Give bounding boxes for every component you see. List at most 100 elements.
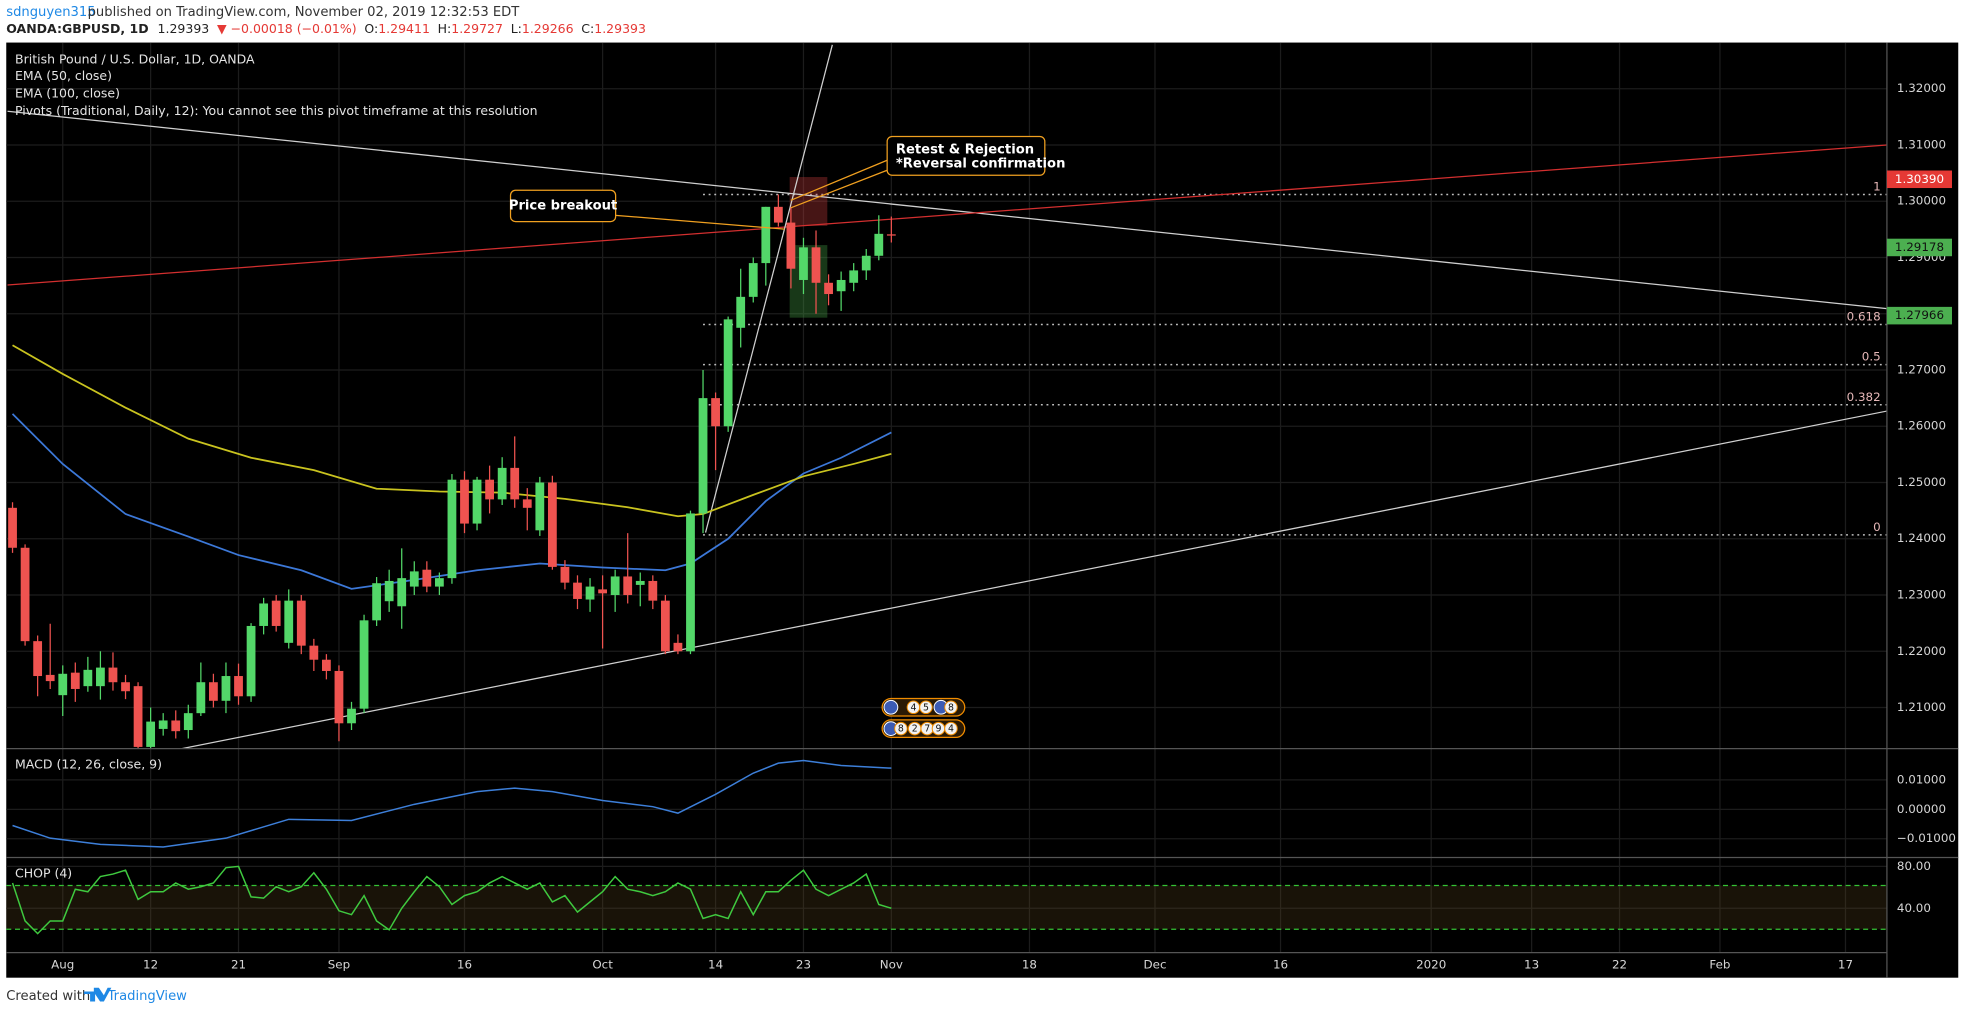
fib-label: 0.618 (1847, 309, 1881, 323)
candle-body (836, 279, 846, 292)
x-tick-label: 16 (457, 958, 472, 972)
price-badge-label: 1.30390 (1895, 172, 1944, 186)
ohlc-value: 1.29266 (522, 20, 574, 35)
event-count: 4 (948, 724, 954, 735)
candle-body (309, 645, 319, 660)
ohlc-label: H: (438, 20, 452, 35)
candle-body (20, 547, 30, 642)
annotation-text: *Reversal confirmation (896, 156, 1066, 171)
author[interactable]: sdnguyen315 (6, 5, 95, 20)
candle-body (384, 580, 394, 602)
price-badge (1886, 170, 1952, 189)
annotation-pointer (790, 169, 888, 209)
x-tick-label: 18 (1022, 958, 1037, 972)
legend-entry[interactable]: EMA (50, close) (15, 68, 112, 83)
candle-body (460, 479, 469, 524)
logo (83, 987, 112, 1002)
candle-body (610, 576, 620, 596)
candle-body (284, 600, 294, 643)
candle-body (472, 479, 482, 524)
candle-body (824, 282, 833, 295)
x-tick-label: 14 (708, 958, 723, 972)
event-badge (919, 700, 933, 715)
annotation-box[interactable] (886, 135, 1046, 176)
candle-body (635, 580, 645, 585)
candle-body (409, 571, 419, 587)
x-tick-label: Dec (1144, 958, 1167, 972)
y-tick-label: −0.01000 (1897, 831, 1956, 845)
x-tick-label: Feb (1709, 958, 1730, 972)
x-tick-label: Aug (51, 958, 74, 972)
price-badge (1886, 238, 1952, 257)
candle-body (434, 578, 444, 587)
candle-body (522, 499, 532, 508)
annotation-box[interactable] (509, 189, 617, 223)
pane-title: MACD (12, 26, close, 9) (15, 756, 162, 771)
fib-label: 1 (1873, 179, 1881, 193)
footer-text: Created with (6, 989, 90, 1004)
candle-body (711, 398, 720, 427)
indicator-line (11, 865, 892, 935)
legend-entry[interactable]: EMA (100, close) (15, 85, 120, 100)
event-badge (894, 721, 908, 736)
event-flag (883, 699, 899, 715)
candle-body (761, 206, 771, 264)
x-tick-label: 21 (231, 958, 246, 972)
ohlc-label: C: (581, 20, 594, 35)
note: Pivots (Traditional, Daily, 12): You can… (15, 103, 538, 118)
candle-body (560, 566, 570, 583)
x-tick-label: Oct (592, 958, 613, 972)
candle-body (485, 479, 494, 500)
y-tick-label: 40.00 (1897, 901, 1931, 915)
candle-body (96, 667, 105, 687)
candle-body (171, 720, 181, 732)
chart-title: British Pound / U.S. Dollar, 1D, OANDA (15, 52, 255, 67)
candle-body (58, 673, 68, 696)
event-count: 9 (935, 724, 941, 735)
indicator-line (12, 759, 892, 848)
price-badge-label: 1.29178 (1895, 240, 1944, 254)
candle-body (183, 713, 193, 731)
fib-label: 0.5 (1862, 350, 1881, 364)
band-fill (6, 885, 1887, 930)
y-tick-label: 1.30000 (1897, 194, 1946, 208)
y-tick-label: 1.23000 (1897, 588, 1946, 602)
y-tick-label: 1.25000 (1897, 475, 1946, 489)
overlay-layer: Price breakout Retest & Rejection *Rever… (6, 42, 1959, 978)
candle-body (648, 580, 658, 601)
ohlc-value: 1.29411 (378, 20, 430, 35)
candle-body (234, 676, 243, 697)
x-tick-label: 23 (796, 958, 811, 972)
candle-body (723, 319, 733, 427)
candle-body (811, 247, 821, 283)
candle-body (271, 600, 281, 626)
candle-body (347, 708, 356, 724)
annotation-text: Retest & Rejection (896, 143, 1034, 158)
candle-body (8, 507, 17, 548)
event-badge (944, 721, 958, 736)
candle-body (886, 234, 896, 236)
candle-body (698, 398, 708, 514)
price-badge (1886, 306, 1952, 325)
annotation-text: Price breakout (509, 198, 617, 213)
candle-body (773, 206, 783, 223)
drawing-layer: 1 0.618 0.5 0.382 0 (6, 44, 1887, 930)
candle-body (660, 600, 670, 652)
candle-body (799, 247, 808, 280)
x-tick-label: 16 (1273, 958, 1288, 972)
candle-body (372, 583, 382, 621)
candle-body (623, 576, 633, 596)
ohlc-value: 1.29727 (451, 20, 503, 35)
candle-body (447, 479, 457, 579)
change: ▼ −0.00018 (−0.01%) (217, 20, 357, 35)
price-badge-label: 1.27966 (1895, 308, 1944, 322)
x-tick-label: Sep (328, 958, 350, 972)
event-count: 7 (924, 724, 930, 735)
candle-body (259, 603, 269, 626)
footer-brand[interactable]: TradingView (107, 989, 188, 1004)
candle-body (158, 720, 168, 729)
published: published on TradingView.com, November 0… (88, 5, 521, 20)
event-count: 8 (948, 702, 954, 713)
trendline (7, 110, 1887, 310)
